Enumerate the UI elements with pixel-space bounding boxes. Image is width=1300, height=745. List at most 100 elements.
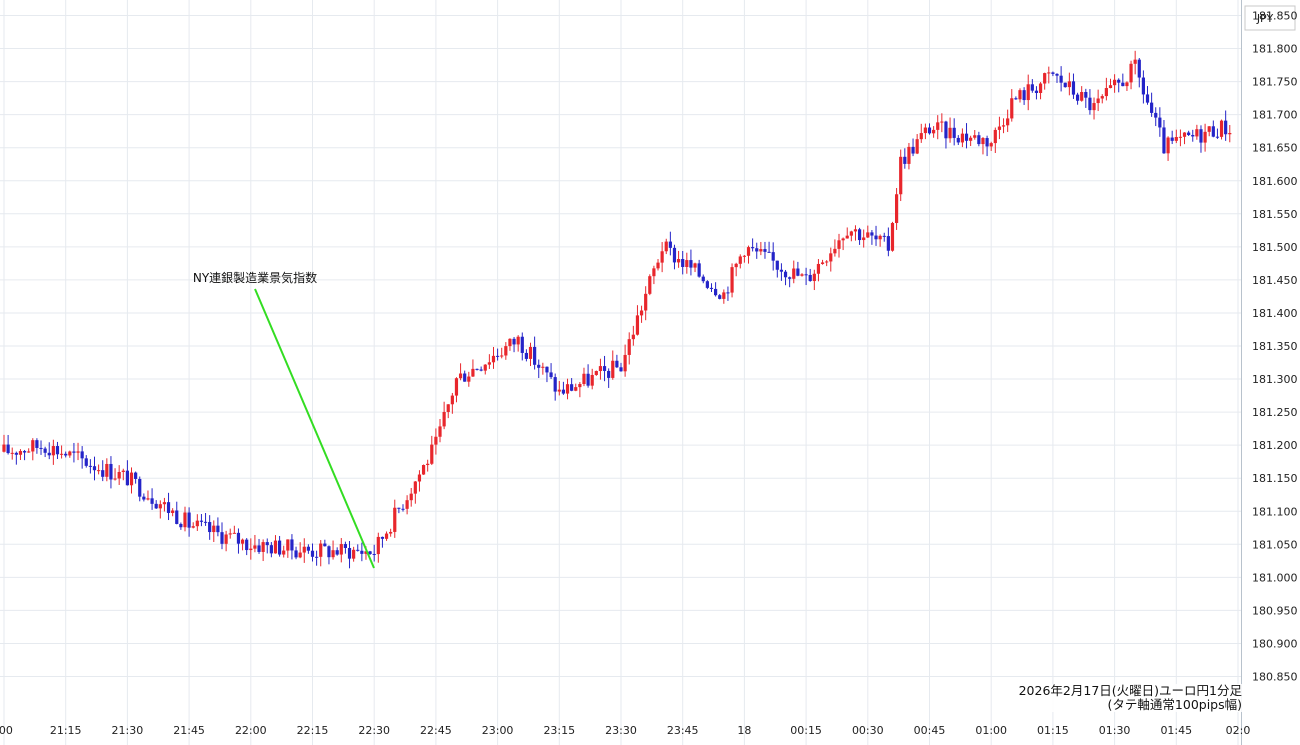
y-tick-label: 181.000 bbox=[1252, 571, 1298, 584]
candle-body bbox=[697, 263, 701, 277]
candle-body bbox=[191, 526, 195, 528]
y-tick-label: 181.700 bbox=[1252, 109, 1298, 122]
y-tick-label: 180.900 bbox=[1252, 637, 1298, 650]
candle-body bbox=[203, 521, 208, 523]
y-tick-label: 181.400 bbox=[1252, 307, 1298, 320]
candle-body bbox=[1182, 132, 1187, 137]
candle-body bbox=[1219, 120, 1224, 137]
y-axis-ticks: 181.850 181.800 181.750 181.700 181.650 181.6… bbox=[1252, 10, 1298, 684]
candle-body bbox=[602, 366, 607, 371]
candle-body bbox=[236, 532, 241, 544]
candle-body bbox=[240, 539, 245, 544]
candle-body bbox=[1203, 131, 1207, 143]
candle-body bbox=[496, 355, 500, 357]
candle-body bbox=[870, 232, 874, 236]
candle-body bbox=[952, 127, 956, 138]
candle-body bbox=[454, 378, 459, 396]
candle-body bbox=[417, 474, 422, 482]
y-tick-label: 181.500 bbox=[1252, 241, 1298, 254]
candle-body bbox=[932, 129, 936, 134]
candle-body bbox=[635, 315, 640, 335]
candle-body bbox=[841, 238, 845, 241]
candle-body bbox=[549, 372, 553, 378]
candle-body bbox=[171, 510, 175, 513]
candle-body bbox=[413, 481, 417, 494]
candle-body bbox=[467, 376, 471, 382]
candle-body bbox=[969, 137, 973, 141]
candle-body bbox=[1145, 94, 1150, 103]
candle-body bbox=[792, 268, 796, 279]
candle-body bbox=[825, 261, 829, 263]
candle-body bbox=[989, 143, 993, 147]
candle-body bbox=[775, 260, 779, 270]
candle-body bbox=[1010, 98, 1014, 119]
candle-body bbox=[249, 548, 253, 551]
candle-body bbox=[224, 534, 228, 544]
candle-body bbox=[1228, 132, 1232, 135]
candle-body bbox=[718, 295, 722, 299]
candle-body bbox=[594, 371, 598, 375]
candle-body bbox=[471, 368, 475, 377]
candle-body bbox=[693, 263, 697, 268]
candle-body bbox=[22, 451, 27, 453]
candle-body bbox=[154, 503, 158, 509]
candle-body bbox=[1022, 90, 1026, 101]
candle-body bbox=[269, 545, 273, 554]
candle-body bbox=[586, 373, 590, 386]
candle-body bbox=[18, 451, 23, 455]
candle-body bbox=[845, 235, 849, 239]
candle-body bbox=[2, 444, 6, 452]
annotation-label: NY連銀製造業景気指数 bbox=[193, 270, 317, 285]
candle-body bbox=[1178, 136, 1183, 138]
candle-body bbox=[849, 231, 853, 236]
candle-body bbox=[31, 440, 35, 452]
candle-body bbox=[1117, 79, 1121, 83]
candle-body bbox=[199, 520, 204, 522]
candle-body bbox=[746, 247, 751, 256]
candle-body bbox=[286, 539, 290, 551]
candle-body bbox=[372, 553, 376, 555]
candle-body bbox=[491, 355, 496, 363]
candle-body bbox=[228, 533, 232, 535]
candle-body bbox=[72, 451, 76, 453]
candle-body bbox=[788, 277, 792, 279]
candle-body bbox=[360, 550, 364, 554]
candle-body bbox=[997, 126, 1002, 130]
candle-body bbox=[347, 547, 352, 559]
candle-body bbox=[1174, 137, 1178, 141]
candle-body bbox=[1141, 77, 1145, 95]
candle-body bbox=[853, 229, 858, 232]
candle-body bbox=[590, 374, 594, 386]
candle-body bbox=[681, 259, 685, 267]
candle-body bbox=[751, 247, 755, 249]
candle-body bbox=[940, 121, 944, 123]
candle-body bbox=[450, 395, 454, 405]
candle-body bbox=[631, 334, 635, 340]
candle-body bbox=[1067, 81, 1071, 88]
candle-body bbox=[948, 127, 952, 139]
candle-body bbox=[504, 346, 508, 356]
x-tick-label: 22:45 bbox=[420, 724, 452, 737]
candle-body bbox=[537, 364, 541, 368]
candle-body bbox=[84, 458, 88, 466]
candle-body bbox=[1018, 90, 1022, 100]
candle-body bbox=[816, 263, 821, 274]
candle-body bbox=[1113, 79, 1117, 86]
candle-body bbox=[253, 545, 257, 549]
candle-body bbox=[59, 453, 64, 455]
candle-body bbox=[812, 273, 816, 282]
candle-body bbox=[421, 465, 426, 475]
x-axis-ticks: :00 21:15 21:30 21:45 22:00 22:15 22:30 22:45 23… bbox=[0, 724, 1250, 737]
candle-body bbox=[985, 138, 989, 147]
candle-body bbox=[1034, 90, 1039, 93]
candle-body bbox=[105, 463, 109, 477]
candle-body bbox=[1084, 92, 1088, 98]
candle-body bbox=[660, 251, 664, 263]
x-tick-label: 23:15 bbox=[543, 724, 575, 737]
candle-body bbox=[668, 241, 672, 248]
candle-body bbox=[1088, 97, 1092, 111]
candle-body bbox=[557, 389, 561, 392]
x-tick-label: :00 bbox=[0, 724, 13, 737]
